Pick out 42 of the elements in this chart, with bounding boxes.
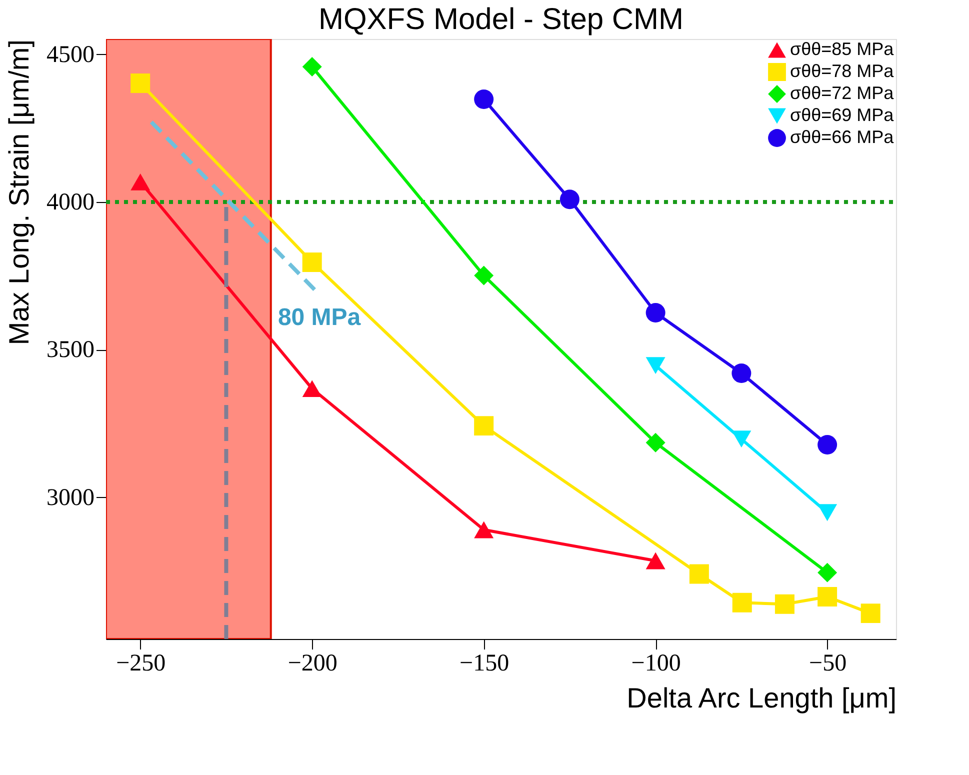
point — [646, 432, 666, 452]
legend-label: σθθ=66 MPa — [790, 127, 895, 147]
x-tick-label: −150 — [460, 650, 510, 676]
point — [474, 90, 494, 109]
x-tick-label: −200 — [288, 650, 338, 676]
point — [560, 190, 580, 210]
point — [818, 587, 838, 607]
point — [732, 430, 752, 448]
point — [818, 562, 838, 582]
point — [774, 594, 794, 614]
legend-label: σθθ=85 MPa — [790, 39, 895, 59]
legend-label: σθθ=69 MPa — [790, 105, 895, 125]
point — [646, 357, 666, 374]
point — [130, 173, 150, 190]
y-axis-title: Max Long. Strain [μm/m] — [4, 40, 34, 346]
chart-title: MQXFS Model - Step CMM — [318, 3, 684, 36]
x-axis-title: Delta Arc Length [μm] — [626, 682, 896, 714]
y-tick-label: 4500 — [46, 42, 94, 68]
point — [302, 57, 322, 77]
point — [646, 302, 666, 322]
point — [474, 266, 494, 286]
y-tick-label: 3000 — [46, 484, 94, 511]
y-tick-label: 4000 — [46, 189, 94, 216]
point — [818, 434, 838, 454]
legend-label: σθθ=78 MPa — [790, 61, 895, 81]
point — [860, 604, 880, 624]
point — [732, 592, 752, 612]
legend-label: σθθ=72 MPa — [790, 83, 895, 103]
x-tick-label: −50 — [809, 650, 847, 676]
annotation: 80 MPa — [278, 304, 362, 331]
point — [302, 380, 322, 398]
x-tick-label: −100 — [631, 650, 681, 676]
point — [474, 416, 494, 436]
point — [732, 364, 752, 383]
x-tick-label: −250 — [116, 650, 166, 676]
point — [130, 74, 150, 94]
point — [302, 252, 322, 272]
point — [474, 521, 494, 538]
y-tick-label: 3500 — [46, 337, 94, 364]
point — [646, 552, 666, 570]
point — [818, 504, 838, 522]
point — [689, 564, 709, 584]
